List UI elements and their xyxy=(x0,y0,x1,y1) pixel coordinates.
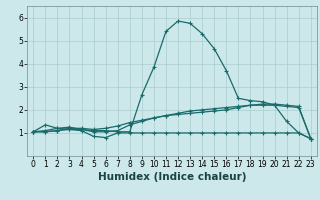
X-axis label: Humidex (Indice chaleur): Humidex (Indice chaleur) xyxy=(98,172,246,182)
